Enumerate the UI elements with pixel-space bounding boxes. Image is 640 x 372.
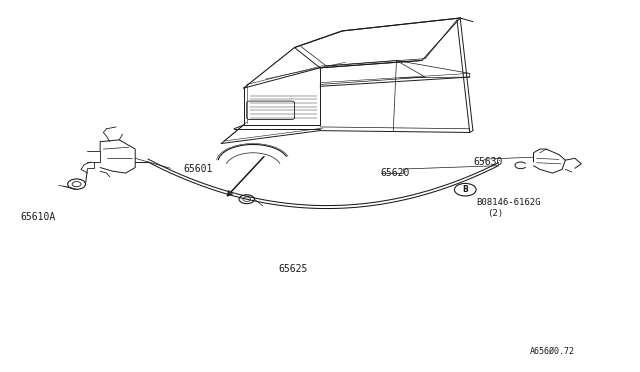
Text: 65620: 65620 bbox=[381, 168, 410, 178]
Text: B: B bbox=[463, 185, 468, 194]
Text: 65630: 65630 bbox=[473, 157, 502, 167]
Text: 65601: 65601 bbox=[183, 164, 212, 174]
Text: 65610A: 65610A bbox=[20, 212, 56, 222]
Text: B08146-6162G: B08146-6162G bbox=[476, 198, 541, 207]
Circle shape bbox=[239, 195, 254, 203]
Text: A656Ø0.72: A656Ø0.72 bbox=[531, 347, 575, 356]
Circle shape bbox=[68, 179, 86, 189]
Text: (2): (2) bbox=[488, 209, 504, 218]
Text: 65625: 65625 bbox=[278, 264, 308, 274]
Circle shape bbox=[454, 183, 476, 196]
